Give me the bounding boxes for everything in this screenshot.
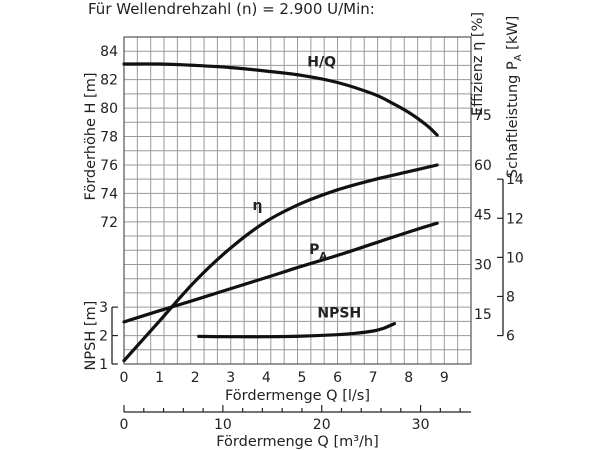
flow-ls-tick-label: 2: [191, 370, 200, 386]
power-tick-label: 10: [506, 250, 524, 266]
power-axis-title: Schaftleistung PA [kW]: [505, 16, 524, 178]
head-tick-label: 74: [100, 186, 118, 202]
plot-frame: [123, 36, 472, 365]
flow-ls-tick-label: 5: [297, 370, 306, 386]
flow-m3h-tick-label: 30: [412, 417, 430, 433]
hq-curve-label: H/Q: [307, 54, 336, 70]
head-tick-label: 78: [100, 130, 118, 146]
power-tick-label: 14: [506, 172, 524, 188]
chart-curves: H/Q η PA NPSH: [122, 54, 439, 363]
npsh-axis-title: NPSH [m]: [83, 301, 99, 371]
flow-ls-tick-label: 8: [404, 370, 413, 386]
chart-grid: [123, 36, 472, 365]
efficiency-axis-title: Effizienz η [%]: [470, 12, 486, 116]
flow-ls-axis-title: Fördermenge Q [l/s]: [225, 388, 370, 404]
power-tick-label: 6: [506, 329, 515, 345]
efficiency-tick-label: 15: [474, 307, 492, 323]
power-tick-label: 8: [506, 289, 515, 305]
efficiency-curve-label: η: [252, 198, 262, 214]
npsh-curve-label: NPSH: [317, 306, 361, 322]
hq-curve: [122, 62, 439, 137]
head-tick-label: 72: [100, 215, 118, 231]
chart-header: Für Wellendrehzahl (n) = 2.900 U/Min:: [88, 0, 375, 18]
head-axis-title: Förderhöhe H [m]: [83, 73, 99, 201]
head-tick-label: 76: [100, 158, 118, 174]
npsh-tick-label: 3: [99, 300, 108, 316]
flow-ls-tick-label: 6: [333, 370, 342, 386]
flow-ls-tick-label: 0: [120, 370, 129, 386]
head-tick-label: 82: [100, 73, 118, 89]
flow-ls-tick-label: 3: [226, 370, 235, 386]
flow-m3h-tick-label: 10: [214, 417, 232, 433]
efficiency-curve: [122, 163, 439, 363]
npsh-tick-label: 2: [99, 329, 108, 345]
flow-m3h-tick-label: 0: [120, 417, 129, 433]
power-curve-label: PA: [309, 242, 327, 262]
head-tick-label: 84: [100, 44, 118, 60]
efficiency-tick-label: 45: [474, 208, 492, 224]
flow-ls-tick-label: 7: [369, 370, 378, 386]
flow-ls-tick-label: 1: [155, 370, 164, 386]
efficiency-tick-label: 60: [474, 158, 492, 174]
head-tick-label: 80: [100, 101, 118, 117]
flow-m3h-tick-label: 20: [313, 417, 331, 433]
flow-m3h-axis-title: Fördermenge Q [m³/h]: [216, 434, 379, 450]
power-tick-label: 12: [506, 211, 524, 227]
npsh-curve: [197, 322, 397, 339]
power-curve: [122, 221, 439, 324]
efficiency-tick-label: 30: [474, 257, 492, 273]
npsh-tick-label: 1: [99, 357, 108, 373]
flow-ls-tick-label: 9: [440, 370, 449, 386]
flow-ls-tick-label: 4: [262, 370, 271, 386]
efficiency-tick-label: 75: [474, 108, 492, 124]
